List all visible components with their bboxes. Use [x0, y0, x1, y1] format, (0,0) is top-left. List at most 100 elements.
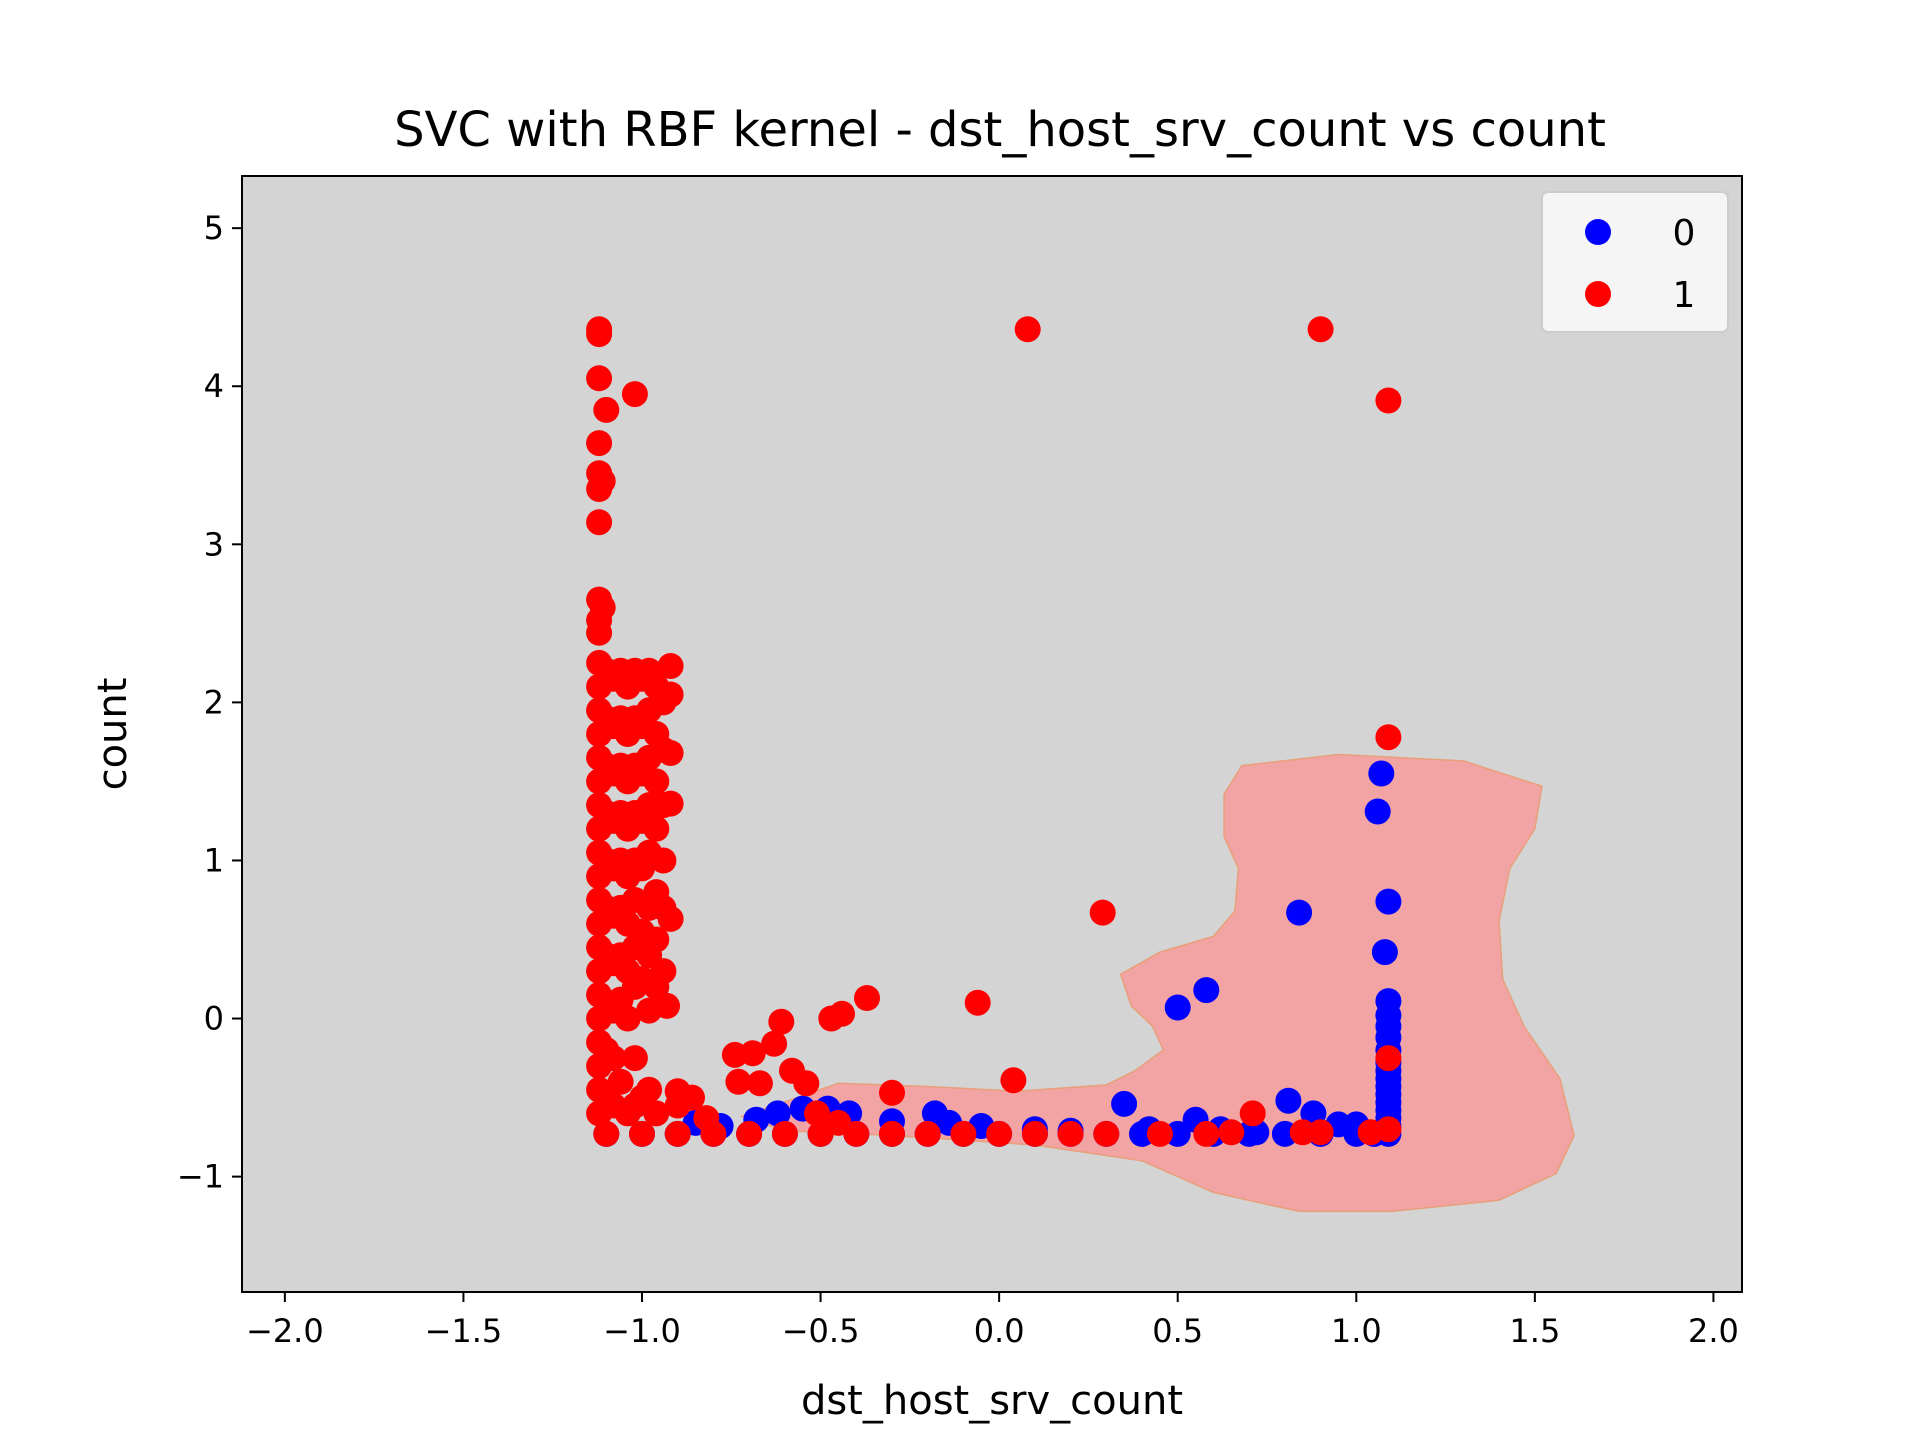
y-axis: −1 0 1 2 3 4 5 [177, 209, 242, 1196]
point-class-1 [629, 1120, 655, 1147]
point-class-1 [1375, 1116, 1402, 1143]
point-class-1 [600, 1045, 627, 1072]
point-class-1 [586, 430, 613, 457]
point-class-1 [768, 1008, 795, 1035]
point-class-1 [1093, 1120, 1120, 1147]
x-tick-label: 2.0 [1688, 1312, 1739, 1350]
point-class-1 [1014, 316, 1041, 343]
point-class-0 [1275, 1087, 1302, 1114]
point-class-1 [914, 1120, 941, 1147]
point-class-1 [586, 365, 613, 392]
y-axis-title: count [90, 678, 136, 791]
y-tick-label: 3 [204, 525, 224, 563]
x-tick-label: 1.5 [1509, 1312, 1560, 1350]
point-class-1 [879, 1120, 905, 1147]
legend-label-class-1: 1 [1673, 275, 1696, 316]
point-class-1 [879, 1079, 905, 1106]
x-axis: −2.0 −1.5 −1.0 −0.5 0.0 0.5 1.0 1.5 2.0 [246, 1292, 1739, 1350]
point-class-1 [1289, 1119, 1316, 1146]
point-class-1 [593, 396, 620, 423]
x-tick-label: −1.5 [425, 1312, 503, 1350]
point-class-0 [1111, 1090, 1138, 1117]
point-class-1 [771, 1120, 798, 1147]
point-class-1 [657, 681, 684, 708]
point-class-1 [586, 476, 613, 502]
point-class-1 [593, 1120, 620, 1147]
point-class-1 [725, 1068, 752, 1095]
y-tick-label: 1 [204, 841, 224, 879]
point-class-1 [1307, 1119, 1334, 1146]
point-class-1 [1193, 1120, 1220, 1147]
legend-label-class-0: 0 [1673, 213, 1696, 254]
point-class-1 [843, 1120, 870, 1147]
point-class-0 [1364, 798, 1391, 825]
y-tick-label: 2 [204, 683, 224, 721]
point-class-0 [1368, 760, 1395, 787]
point-class-1 [586, 619, 613, 646]
point-class-1 [586, 509, 613, 536]
plot-frame [241, 175, 1743, 1293]
point-class-1 [664, 1120, 691, 1147]
point-class-1 [654, 992, 680, 1019]
point-class-1 [607, 1068, 634, 1095]
series-class-1 [586, 316, 1402, 1147]
point-class-1 [657, 740, 684, 766]
point-class-1 [736, 1120, 763, 1147]
point-class-1 [643, 1100, 670, 1127]
point-class-1 [804, 1100, 830, 1127]
point-class-1 [657, 653, 684, 679]
point-class-0 [1164, 994, 1191, 1021]
point-class-0 [1371, 939, 1398, 966]
legend-box [1541, 191, 1729, 333]
point-class-1 [621, 1045, 648, 1072]
point-class-1 [643, 768, 670, 795]
point-class-1 [700, 1120, 727, 1147]
x-tick-label: 1.0 [1331, 1312, 1382, 1350]
point-class-1 [854, 985, 880, 1011]
x-tick-label: −2.0 [246, 1312, 324, 1350]
point-class-1 [739, 1040, 766, 1067]
point-class-1 [643, 815, 670, 842]
point-class-1 [1218, 1119, 1245, 1146]
decision-region-class-1 [739, 753, 1575, 1213]
point-class-1 [829, 1000, 855, 1027]
x-tick-label: −1.0 [603, 1312, 681, 1350]
point-class-1 [586, 321, 613, 348]
point-class-1 [1089, 899, 1116, 926]
point-class-1 [650, 847, 677, 874]
point-class-0 [1286, 899, 1313, 926]
x-tick-label: 0.0 [974, 1312, 1025, 1350]
point-class-0 [1375, 988, 1402, 1015]
point-class-1 [650, 958, 677, 985]
point-class-1 [657, 905, 684, 932]
legend-swatch-class-0 [1585, 219, 1611, 245]
point-class-1 [1239, 1100, 1266, 1127]
point-class-1 [1057, 1120, 1084, 1147]
point-class-1 [1375, 724, 1402, 751]
legend-swatch-class-1 [1585, 281, 1611, 307]
y-tick-label: 4 [204, 367, 224, 405]
point-class-1 [614, 1005, 641, 1032]
point-class-1 [761, 1030, 788, 1057]
point-class-0 [764, 1100, 791, 1127]
point-class-0 [1164, 1120, 1191, 1147]
point-class-1 [964, 989, 991, 1016]
point-class-1 [986, 1120, 1013, 1147]
legend: 0 1 [1541, 191, 1729, 333]
x-axis-title: dst_host_srv_count [801, 1378, 1183, 1424]
x-tick-label: 0.5 [1152, 1312, 1203, 1350]
y-tick-label: 0 [204, 1000, 224, 1038]
point-class-1 [657, 790, 684, 817]
point-class-1 [621, 381, 648, 408]
point-class-1 [746, 1070, 773, 1097]
point-class-1 [1375, 387, 1402, 414]
point-class-1 [950, 1120, 977, 1147]
y-tick-label: 5 [204, 209, 224, 247]
scatter-series-layer [586, 316, 1402, 1147]
point-class-1 [664, 1078, 691, 1105]
point-class-1 [1307, 316, 1334, 343]
decision-region-layer [739, 753, 1575, 1213]
point-class-1 [636, 1076, 663, 1103]
point-class-1 [643, 926, 670, 953]
